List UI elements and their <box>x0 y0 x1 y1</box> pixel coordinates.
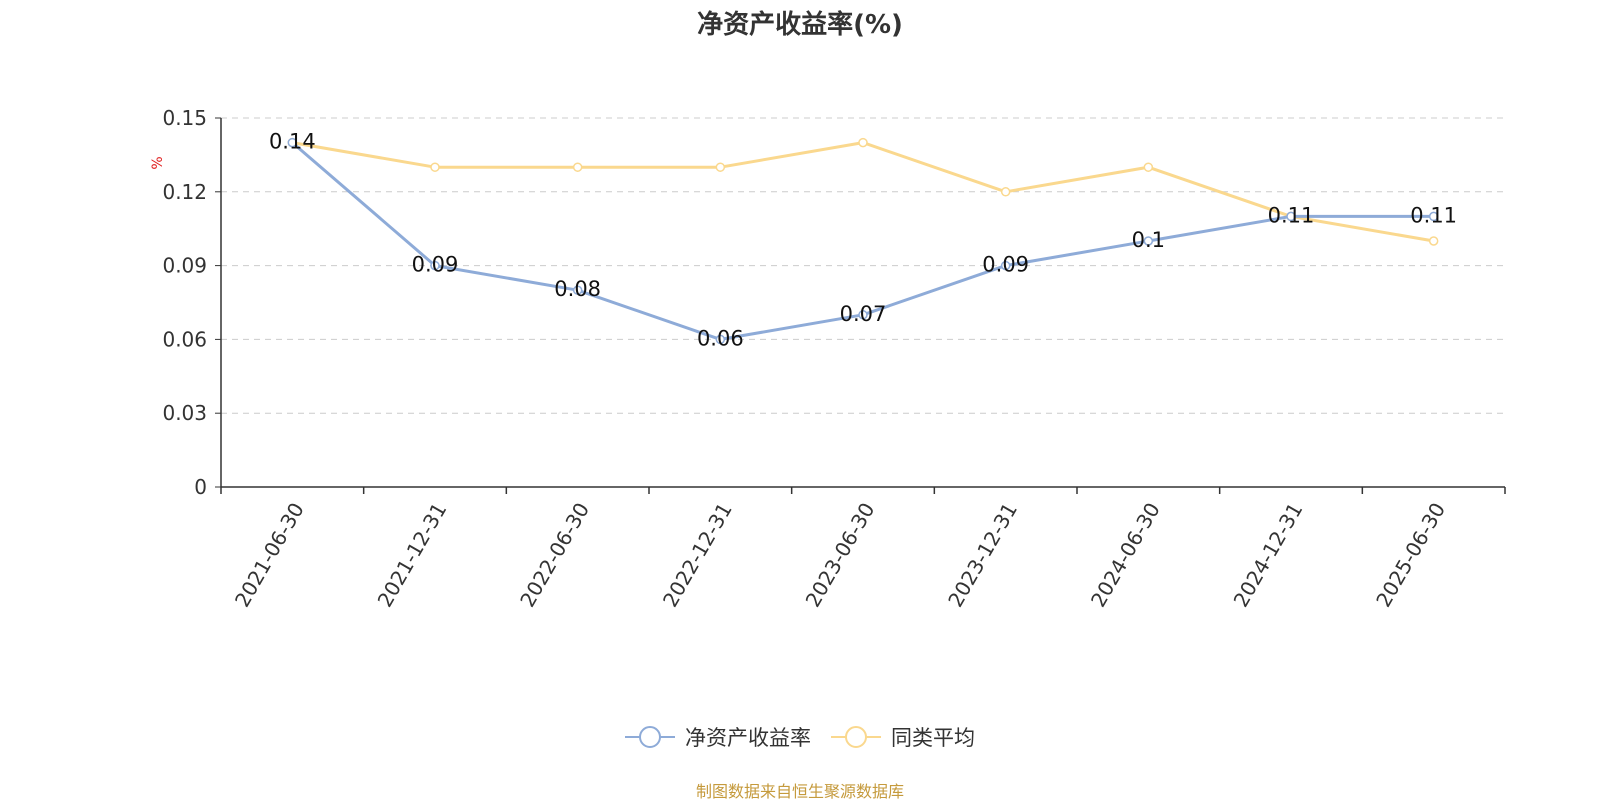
data-label: 0.11 <box>1268 203 1315 227</box>
series-point-0 <box>715 334 726 345</box>
data-label: 0.1 <box>1132 228 1165 252</box>
axes: 0 0.03 0.06 0.09 0.12 0.15 2021-06-30 2021-12-3… <box>162 106 1506 612</box>
series-point-1 <box>1428 236 1439 246</box>
series-point-0 <box>1428 211 1439 222</box>
chart-title: 净资产收益率(%) <box>697 10 903 40</box>
series-point-0 <box>572 285 583 295</box>
series-point-1 <box>1143 162 1154 172</box>
series-point-0 <box>1000 260 1011 271</box>
x-tick-label: 2022-12-31 <box>658 499 737 612</box>
x-tick-label: 2024-06-30 <box>1086 499 1165 612</box>
x-tick-label: 2022-06-30 <box>515 499 594 612</box>
y-tick-label: 0.06 <box>162 327 207 351</box>
data-label: 0.14 <box>269 130 316 154</box>
series-point-0 <box>1143 236 1154 246</box>
x-tick-label: 2023-06-30 <box>801 499 880 612</box>
legend-label-peer-average: 同类平均 <box>891 726 975 750</box>
data-labels: 0.14 0.09 0.08 0.06 0.07 0.09 0.1 0.11 0.11 <box>269 130 1457 351</box>
y-axis-unit-label: % <box>150 156 166 169</box>
legend-label-roe: 净资产收益率 <box>685 726 811 750</box>
y-tick-label: 0.09 <box>162 254 207 278</box>
legend-item-peer-average[interactable]: 同类平均 <box>831 722 975 752</box>
series-point-0 <box>430 260 440 271</box>
x-tick-label: 2025-06-30 <box>1371 499 1450 612</box>
series-point-1 <box>430 162 440 172</box>
data-label: 0.08 <box>554 277 601 301</box>
data-label: 0.06 <box>697 326 744 350</box>
y-tick-label: 0.03 <box>162 401 207 425</box>
legend: 净资产收益率 同类平均 <box>0 722 1600 752</box>
y-tick-label: 0.15 <box>162 106 207 130</box>
series-point-1 <box>572 162 583 172</box>
y-tick-label: 0 <box>194 475 207 499</box>
series-point-1 <box>715 162 726 172</box>
x-tick-label: 2023-12-31 <box>943 499 1022 612</box>
series-point-0 <box>1286 211 1296 222</box>
x-tick-label: 2021-06-30 <box>230 499 309 612</box>
legend-roe-marker-icon <box>625 726 675 748</box>
series-point-1 <box>1000 187 1011 197</box>
series-point-1 <box>858 137 868 148</box>
x-tick-label: 2024-12-31 <box>1229 499 1308 612</box>
series-point-0 <box>858 310 868 320</box>
data-label: 0.07 <box>840 302 887 326</box>
legend-item-roe[interactable]: 净资产收益率 <box>625 722 811 752</box>
legend-peer-marker-icon <box>831 726 881 748</box>
data-label: 0.09 <box>982 253 1029 277</box>
y-tick-label: 0.12 <box>162 180 207 204</box>
data-source-note: 制图数据来自恒生聚源数据库 <box>695 782 904 801</box>
data-label: 0.09 <box>412 253 459 277</box>
data-label: 0.11 <box>1410 203 1457 227</box>
series-point-0 <box>287 137 298 148</box>
x-tick-label: 2021-12-31 <box>373 499 452 612</box>
series <box>287 137 1439 345</box>
